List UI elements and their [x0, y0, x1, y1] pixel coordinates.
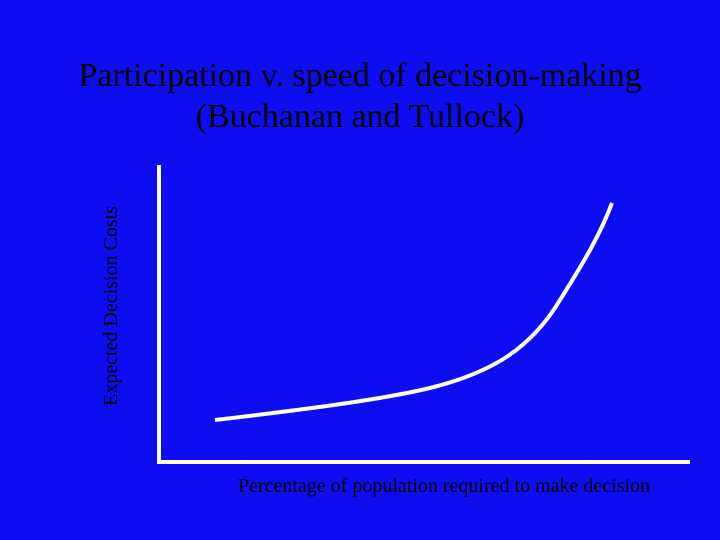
title-line-1: Participation v. speed of decision-makin… [78, 57, 641, 94]
x-axis-label: Percentage of population required to mak… [238, 475, 650, 497]
title-line-2: (Buchanan and Tullock) [196, 98, 525, 135]
y-axis-label: Expected Decision Costs [100, 206, 122, 406]
cost-curve [214, 202, 614, 422]
